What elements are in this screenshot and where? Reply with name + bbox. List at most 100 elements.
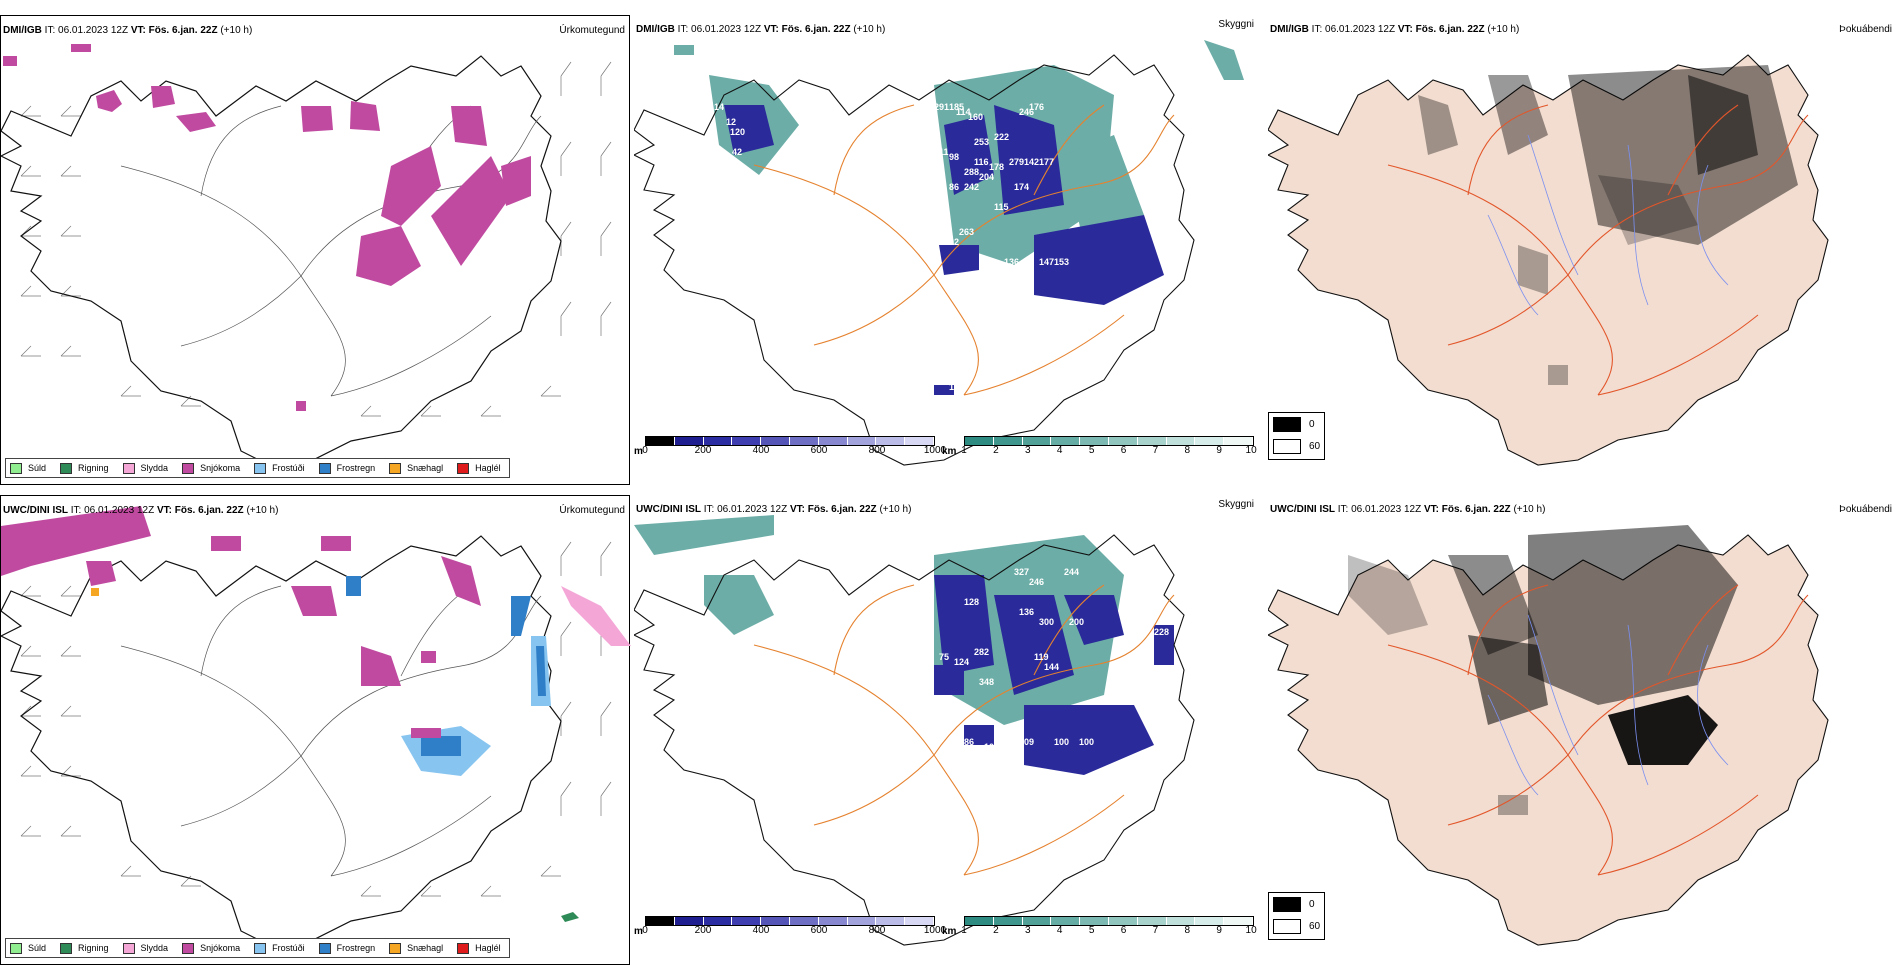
- legend-item: Slydda: [122, 462, 168, 474]
- legend-swatch: [457, 942, 470, 954]
- cloud-value-label: 246: [1019, 107, 1034, 117]
- legend-item: Slydda: [122, 942, 168, 954]
- cloud-value-label: 100: [1079, 737, 1094, 747]
- legend-swatch: [60, 942, 73, 954]
- legend-swatch: [10, 462, 22, 474]
- legend-swatch: [10, 942, 22, 954]
- legend-swatch: [457, 462, 470, 474]
- variable-label: Þokuábendi: [1839, 504, 1892, 515]
- panel-title: UWC/DINI ISL IT: 06.01.2023 12Z VT: Fös.…: [636, 504, 912, 515]
- legend-item: Frostregn: [318, 462, 375, 474]
- legend-swatch: [389, 462, 402, 474]
- legend-item: Haglél: [457, 462, 501, 474]
- cloud-value-label: 128: [964, 597, 979, 607]
- legend-swatch: [389, 942, 402, 954]
- legend-swatch: [318, 942, 331, 954]
- cloud-value-label: 153: [1054, 257, 1069, 267]
- cloud-value-label: 109: [1019, 737, 1034, 747]
- legend-item: Snæhagl: [389, 942, 443, 954]
- fog-swatch-60: [1273, 438, 1301, 454]
- variable-label: Skyggni: [1218, 19, 1254, 30]
- cloud-value-label: 107: [984, 742, 999, 752]
- legend-swatch: [60, 462, 73, 474]
- fog-panel-top: DMI/IGB IT: 06.01.2023 12Z VT: Fös. 6.ja…: [1268, 15, 1898, 485]
- precip-type-panel-top: DMI/IGB IT: 06.01.2023 12Z VT: Fös. 6.ja…: [0, 15, 630, 485]
- cloud-value-label: 348: [979, 677, 994, 687]
- legend-swatch: [122, 942, 135, 954]
- cloud-value-label: 222: [994, 132, 1009, 142]
- legend-item: Súld: [10, 942, 46, 954]
- precip-legend: Súld Rigning Slydda Snjókoma Frostúði Fr…: [5, 458, 510, 478]
- cloud-value-label: 144: [1044, 662, 1059, 672]
- fog-legend-bottom: 0 60: [1268, 892, 1325, 940]
- cloud-value-label: 142: [1024, 157, 1039, 167]
- legend-swatch: [254, 462, 267, 474]
- cloud-value-label: 244: [1064, 567, 1079, 577]
- cloud-value-label: 120: [730, 127, 745, 137]
- legend-swatch: [182, 942, 195, 954]
- cloud-value-label: 456: [939, 712, 954, 722]
- cloud-value-label: 166: [794, 239, 809, 249]
- panel-title: DMI/IGB IT: 06.01.2023 12Z VT: Fös. 6.ja…: [1270, 24, 1520, 35]
- legend-item: Snjókoma: [182, 942, 240, 954]
- fog-swatch-0: [1273, 416, 1301, 432]
- panel-title: UWC/DINI ISL IT: 06.01.2023 12Z VT: Fös.…: [1270, 504, 1546, 515]
- colorbar-km-top: 1 2 3 4 5 6 7 8 9 10: [961, 436, 1257, 456]
- cloud-value-label: 92: [949, 237, 959, 247]
- cloud-value-label: 160: [968, 112, 983, 122]
- cloud-value-label: 174: [1014, 182, 1029, 192]
- legend-item: Frostregn: [318, 942, 375, 954]
- cloud-value-label: 147: [1039, 257, 1054, 267]
- legend-item: Frostúði: [254, 462, 305, 474]
- panel-title: DMI/IGB IT: 06.01.2023 12Z VT: Fös. 6.ja…: [636, 24, 886, 35]
- cloud-value-label: 185: [949, 102, 964, 112]
- variable-label: Úrkomutegund: [559, 505, 625, 516]
- legend-item: Haglél: [457, 942, 501, 954]
- cloud-value-label: 43: [824, 527, 834, 537]
- fog-panel-bottom: UWC/DINI ISL IT: 06.01.2023 12Z VT: Fös.…: [1268, 495, 1898, 965]
- precip-areas-bottom: [1, 506, 631, 776]
- cloud-value-label: 14: [714, 102, 724, 112]
- cloud-value-label: 263: [959, 227, 974, 237]
- precip-legend: Súld Rigning Slydda Snjókoma Frostúði Fr…: [5, 938, 510, 958]
- colorbar-km-bottom: 1 2 3 4 5 6 7 8 9 10: [961, 916, 1257, 936]
- cloud-value-label: 53: [809, 117, 819, 127]
- cloud-value-label: 300: [1039, 617, 1054, 627]
- cloud-value-label: 228: [1154, 627, 1169, 637]
- cloud-value-label: 114: [956, 107, 971, 117]
- colorbar-km-unit: km: [942, 926, 957, 937]
- fog-swatch-0: [1273, 896, 1301, 912]
- precip-type-panel-bottom: UWC/DINI ISL IT: 06.01.2023 12Z VT: Fös.…: [0, 495, 631, 965]
- cloud-value-label: 119: [1034, 652, 1049, 662]
- cloud-value-label: 12: [726, 117, 736, 127]
- cloud-value-label: 204: [979, 172, 994, 182]
- cloud-value-label: 279: [1009, 157, 1024, 167]
- cloud-value-label: 86: [949, 182, 959, 192]
- fog-dark-areas-bottom: [1348, 525, 1738, 815]
- precip-type-map-bottom: [1, 506, 631, 947]
- panel-title: DMI/IGB IT: 06.01.2023 12Z VT: Fös. 6.ja…: [3, 25, 253, 36]
- legend-swatch: [122, 462, 135, 474]
- panel-title: UWC/DINI ISL IT: 06.01.2023 12Z VT: Fös.…: [3, 505, 279, 516]
- fog-map-bottom: [1268, 525, 1829, 946]
- cloud-value-label: 98: [949, 152, 959, 162]
- legend-item: Frostúði: [254, 942, 305, 954]
- cloud-panel-bottom: 43 327 246 244 128 136 300 200 228 75 124 282 348 119…: [634, 495, 1264, 965]
- cloud-value-label: 246: [1029, 577, 1044, 587]
- cloud-value-label: 242: [964, 182, 979, 192]
- colorbar-m-top: 0 200 400 600 800 1000: [642, 436, 946, 456]
- variable-label: Skyggni: [1218, 499, 1254, 510]
- cloud-low-areas-top: [724, 105, 1164, 395]
- fog-map-top: [1268, 54, 1829, 466]
- fog-dark-areas-top: [1418, 65, 1798, 385]
- cloud-value-label: 186: [1004, 275, 1019, 285]
- cloud-value-label: 291: [934, 102, 949, 112]
- variable-label: Þokuábendi: [1839, 24, 1892, 35]
- cloud-value-label: 100: [1054, 737, 1069, 747]
- legend-item: Rigning: [60, 462, 109, 474]
- cloud-value-label: 178: [989, 162, 1004, 172]
- cloud-value-label: 234: [1004, 752, 1019, 762]
